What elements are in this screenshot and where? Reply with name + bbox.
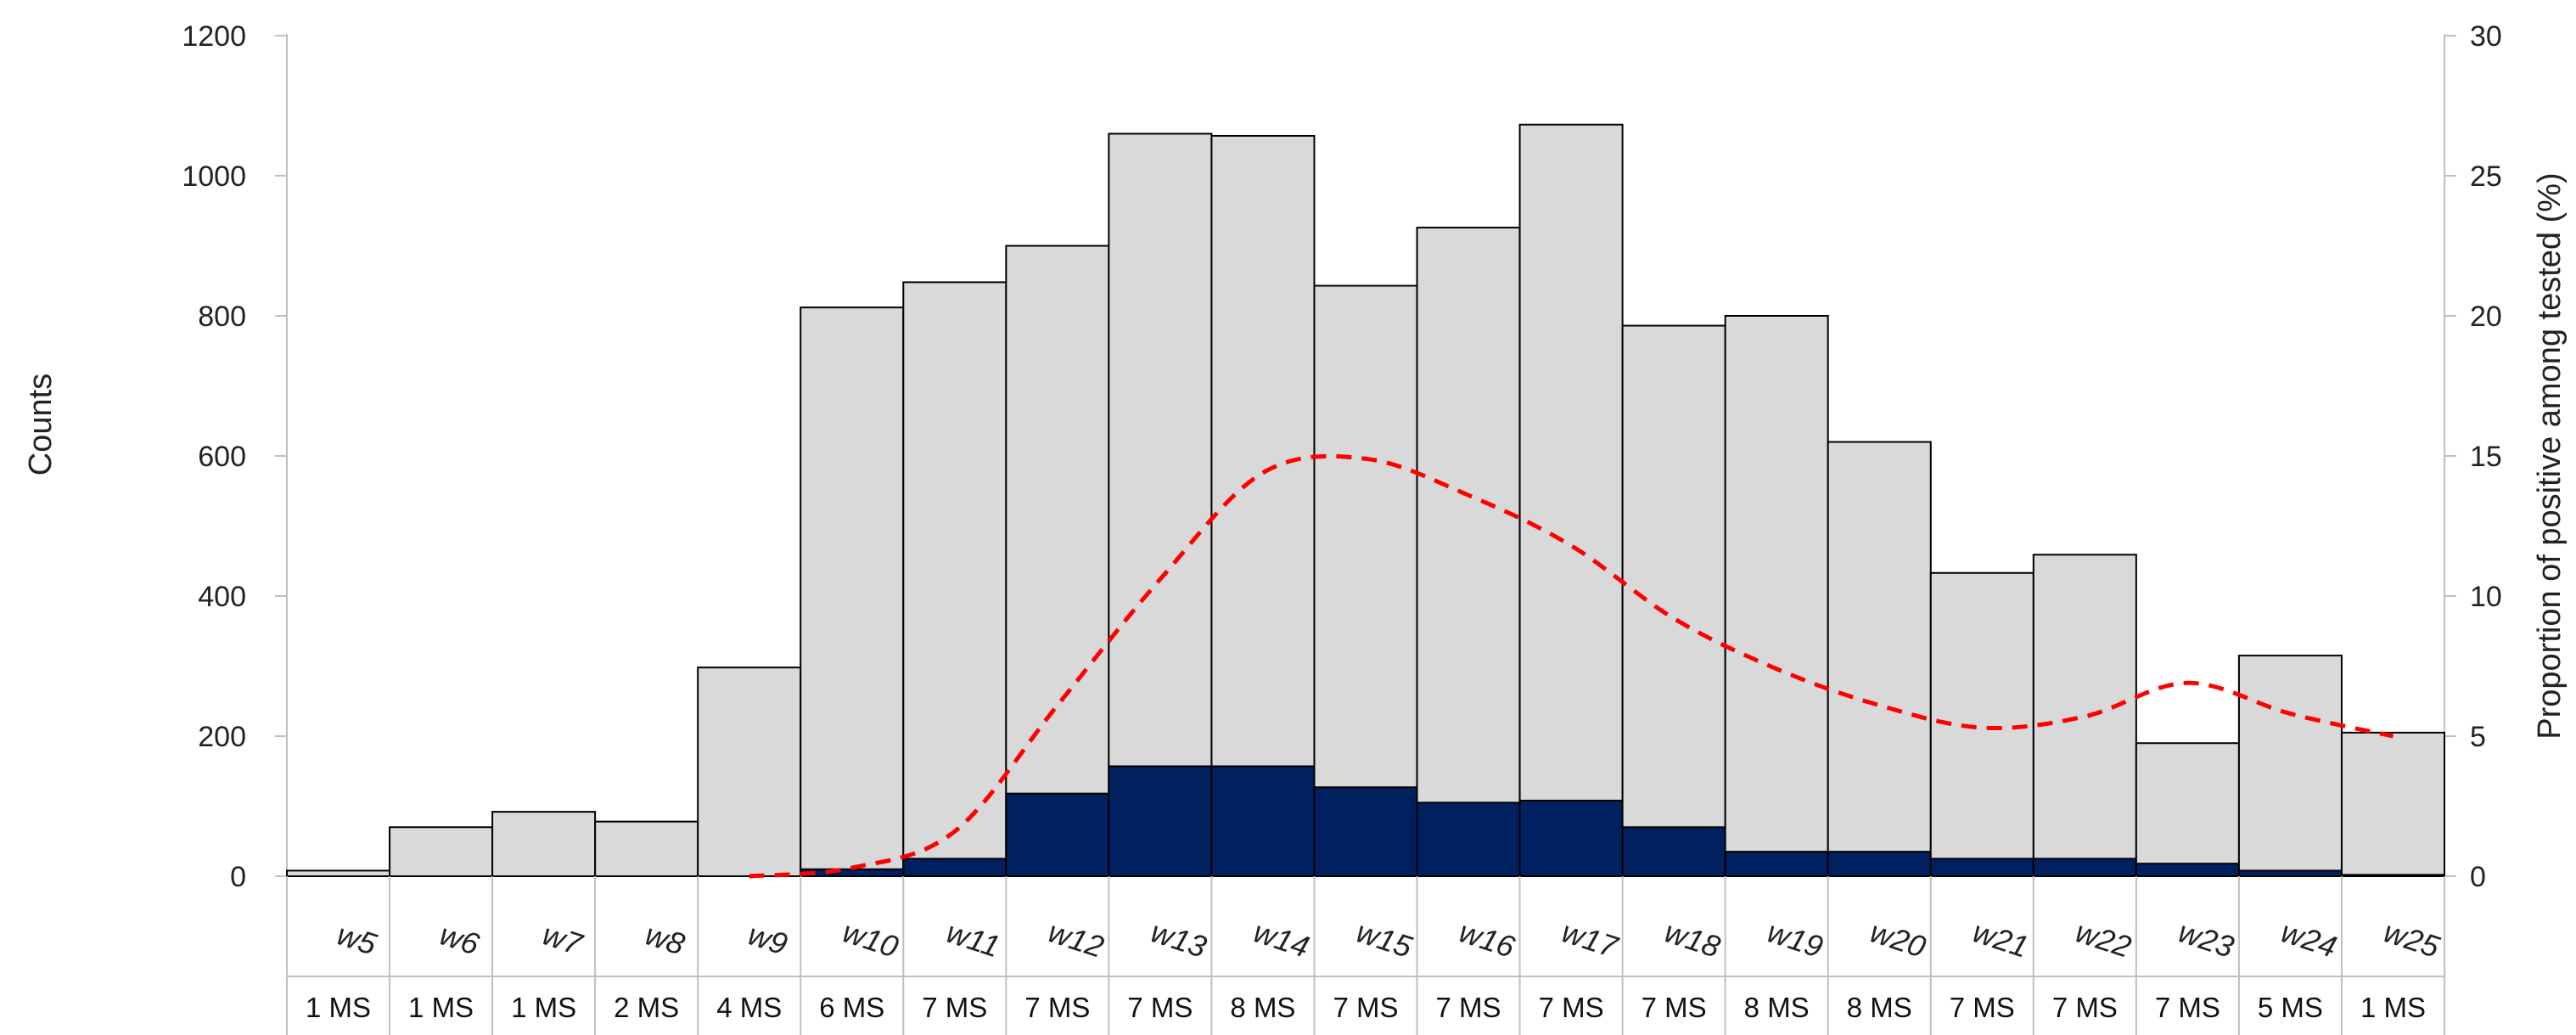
- y-left-tick-label: 800: [198, 301, 246, 333]
- x-category-label: w11: [942, 914, 1004, 965]
- bar-total-w18: [1621, 324, 1726, 877]
- ms-count-label: 7 MS: [1333, 992, 1398, 1023]
- ms-count-label: 7 MS: [1024, 992, 1090, 1023]
- bar-positive-w17: [1518, 799, 1624, 878]
- x-category-label: w6: [435, 917, 484, 963]
- x-category-label: w19: [1763, 914, 1827, 964]
- y-left-tick-label: 0: [230, 861, 246, 893]
- y-right-tick-label: 10: [2470, 581, 2502, 613]
- x-category-label: w25: [2380, 914, 2444, 965]
- x-category-label: w10: [839, 914, 902, 964]
- y-right-tick-label: 25: [2470, 160, 2502, 193]
- bar-positive-w16: [1416, 802, 1521, 877]
- x-category-label: w12: [1044, 914, 1108, 964]
- x-category-label: w16: [1455, 914, 1519, 965]
- bar-total-w23: [2135, 742, 2240, 877]
- y-left-tick-label: 400: [198, 581, 246, 613]
- bar-total-w5: [286, 869, 391, 878]
- bar-positive-w15: [1313, 786, 1418, 877]
- y-right-tick-label: 15: [2470, 441, 2502, 473]
- ms-count-label: 1 MS: [306, 992, 371, 1023]
- ms-count-label: 6 MS: [819, 992, 884, 1023]
- bar-positive-w18: [1621, 826, 1726, 877]
- x-category-label: w8: [641, 917, 688, 962]
- bar-total-w6: [389, 826, 494, 877]
- bar-total-w10: [800, 307, 905, 878]
- bar-positive-w20: [1827, 851, 1932, 877]
- ms-count-label: 7 MS: [2155, 992, 2220, 1023]
- ms-count-label: 7 MS: [922, 992, 987, 1023]
- bar-total-w13: [1108, 132, 1213, 877]
- bar-positive-w11: [902, 858, 1007, 877]
- bar-total-w8: [594, 820, 699, 878]
- proportion-series-line: [749, 453, 2394, 879]
- y-right-tick-label: 20: [2470, 301, 2502, 333]
- x-category-label: w7: [538, 917, 587, 963]
- bar-total-w16: [1416, 227, 1521, 877]
- ms-count-label: 7 MS: [2052, 992, 2118, 1023]
- bar-total-w25: [2340, 731, 2446, 877]
- y-left-tick-label: 200: [198, 721, 246, 753]
- x-category-label: w5: [333, 917, 381, 963]
- x-category-label: w18: [1660, 914, 1724, 964]
- bar-positive-w25: [2340, 874, 2446, 877]
- bar-total-w24: [2237, 655, 2343, 877]
- x-category-label: w22: [2071, 914, 2135, 964]
- x-category-label: w9: [744, 917, 791, 962]
- bar-total-w14: [1210, 134, 1316, 878]
- ms-count-label: 8 MS: [1847, 992, 1912, 1023]
- x-category-label: w24: [2277, 914, 2341, 964]
- ms-count-label: 1 MS: [408, 992, 474, 1023]
- x-category-label: w21: [1968, 914, 2032, 964]
- ms-count-label: 2 MS: [614, 992, 679, 1023]
- bar-positive-w23: [2135, 863, 2240, 878]
- bar-total-w9: [697, 667, 802, 878]
- bar-total-w7: [491, 811, 597, 877]
- x-category-label: w14: [1249, 914, 1313, 964]
- ms-count-label: 1 MS: [2360, 992, 2426, 1023]
- bar-positive-w24: [2237, 869, 2343, 878]
- y-right-tick-label: 0: [2470, 861, 2486, 893]
- bars: [286, 123, 2446, 878]
- y-right-tick-label: 30: [2470, 20, 2502, 53]
- proportion-line: [749, 453, 2394, 879]
- ms-count-label: 7 MS: [1950, 992, 2015, 1023]
- bar-total-w17: [1518, 123, 1624, 877]
- ms-count-label: 8 MS: [1230, 992, 1295, 1023]
- x-category-label: w13: [1147, 914, 1210, 964]
- x-category-label: w23: [2175, 914, 2238, 964]
- y-left-tick-label: 1000: [182, 160, 246, 193]
- ms-count-label: 1 MS: [511, 992, 576, 1023]
- bar-positive-w10: [800, 868, 905, 877]
- bar-total-w20: [1827, 441, 1932, 877]
- x-category-label: w20: [1866, 914, 1929, 964]
- bar-positive-w14: [1210, 765, 1316, 877]
- x-category-label: w15: [1352, 914, 1417, 965]
- y-left-tick-label: 1200: [182, 20, 246, 53]
- y-left-axis-title: Counts: [23, 374, 59, 475]
- bar-positive-w12: [1005, 792, 1110, 878]
- y-right-tick-label: 5: [2470, 721, 2486, 753]
- bar-total-w19: [1724, 315, 1829, 877]
- x-category-label: w17: [1557, 914, 1623, 965]
- category-labels: w5 1 MS w6 1 MS w7 1 MS w8 2 MS w9 4 MS w10 6 MS w11…: [286, 876, 2445, 1035]
- ms-count-label: 5 MS: [2258, 992, 2323, 1023]
- ms-count-label: 7 MS: [1436, 992, 1501, 1023]
- bar-total-w12: [1005, 245, 1110, 877]
- y-right-axis-title: Proportion of positive among tested (%): [2532, 172, 2568, 739]
- ms-count-label: 7 MS: [1539, 992, 1604, 1023]
- bar-positive-w21: [1929, 858, 2034, 877]
- bar-positive-w13: [1108, 765, 1213, 877]
- bar-total-w22: [2032, 554, 2137, 877]
- y-left-tick-label: 600: [198, 441, 246, 473]
- ms-count-label: 7 MS: [1642, 992, 1707, 1023]
- bar-positive-w19: [1724, 851, 1829, 877]
- bar-positive-w22: [2032, 858, 2137, 877]
- ms-count-label: 8 MS: [1744, 992, 1810, 1023]
- bar-total-w11: [902, 281, 1007, 877]
- bar-total-w15: [1313, 284, 1418, 877]
- ms-count-label: 4 MS: [716, 992, 782, 1023]
- ms-count-label: 7 MS: [1127, 992, 1193, 1023]
